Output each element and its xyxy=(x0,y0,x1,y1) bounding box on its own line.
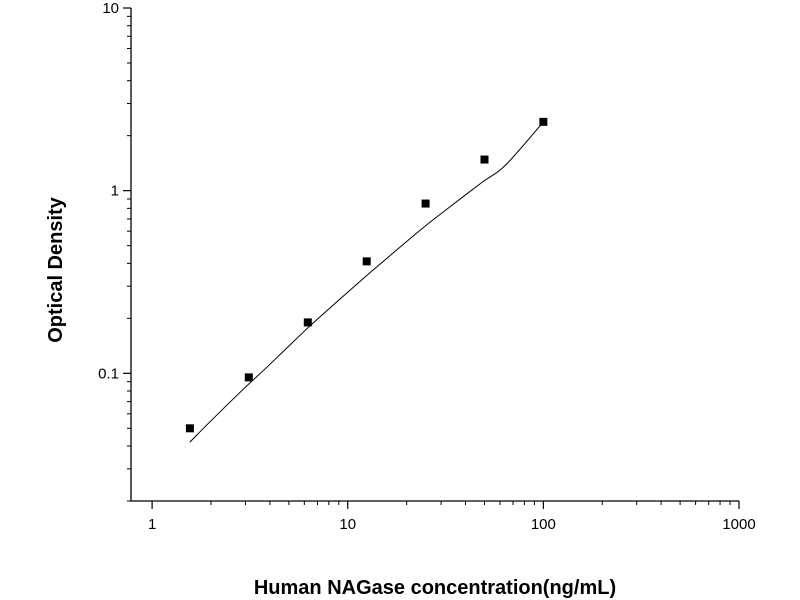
y-tick-label: 10 xyxy=(102,0,119,17)
data-point xyxy=(421,199,430,208)
data-point xyxy=(362,257,371,266)
y-axis-title: Optical Density xyxy=(45,196,67,342)
axis-ticks xyxy=(123,7,740,509)
data-point xyxy=(539,117,548,126)
x-tick-label: 1000 xyxy=(722,516,755,533)
data-point xyxy=(303,318,312,327)
data-point xyxy=(244,373,253,382)
y-tick-label: 1 xyxy=(111,183,119,200)
x-tick-label: 100 xyxy=(531,516,556,533)
data-point xyxy=(480,155,489,164)
data-point xyxy=(185,424,194,433)
fit-curve-line xyxy=(189,121,544,443)
plot-area: 1 10 100 1000 0.1 1 10 xyxy=(98,0,756,533)
x-tick-label: 10 xyxy=(339,516,356,533)
x-tick-label: 1 xyxy=(148,516,156,533)
data-markers xyxy=(185,117,548,433)
y-tick-label: 0.1 xyxy=(98,365,119,382)
x-axis-title: Human NAGase concentration(ng/mL) xyxy=(254,577,616,599)
tick-labels: 1 10 100 1000 0.1 1 10 xyxy=(98,0,756,533)
